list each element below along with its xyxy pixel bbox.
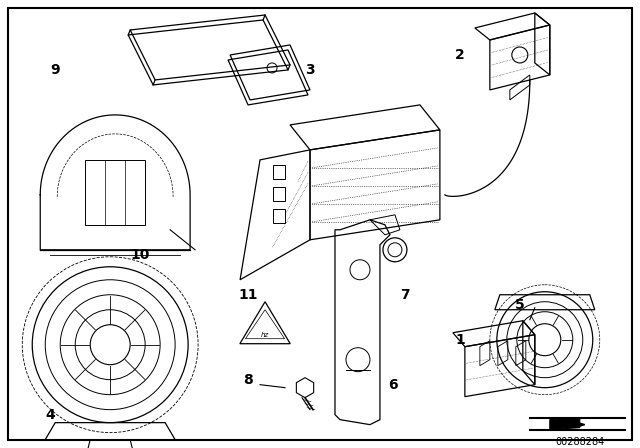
Polygon shape (560, 418, 585, 428)
Text: 9: 9 (51, 63, 60, 77)
Text: 00288284: 00288284 (555, 437, 604, 447)
Text: 7: 7 (400, 288, 410, 302)
Text: 4: 4 (45, 408, 55, 422)
Text: 6: 6 (388, 378, 397, 392)
Text: 11: 11 (238, 288, 258, 302)
Text: 5: 5 (515, 298, 525, 312)
Text: 10: 10 (131, 248, 150, 262)
Text: hz: hz (261, 332, 269, 338)
Text: 8: 8 (243, 373, 253, 387)
Text: 1: 1 (455, 333, 465, 347)
Polygon shape (550, 418, 580, 430)
Text: 2: 2 (455, 48, 465, 62)
Text: 3: 3 (305, 63, 315, 77)
